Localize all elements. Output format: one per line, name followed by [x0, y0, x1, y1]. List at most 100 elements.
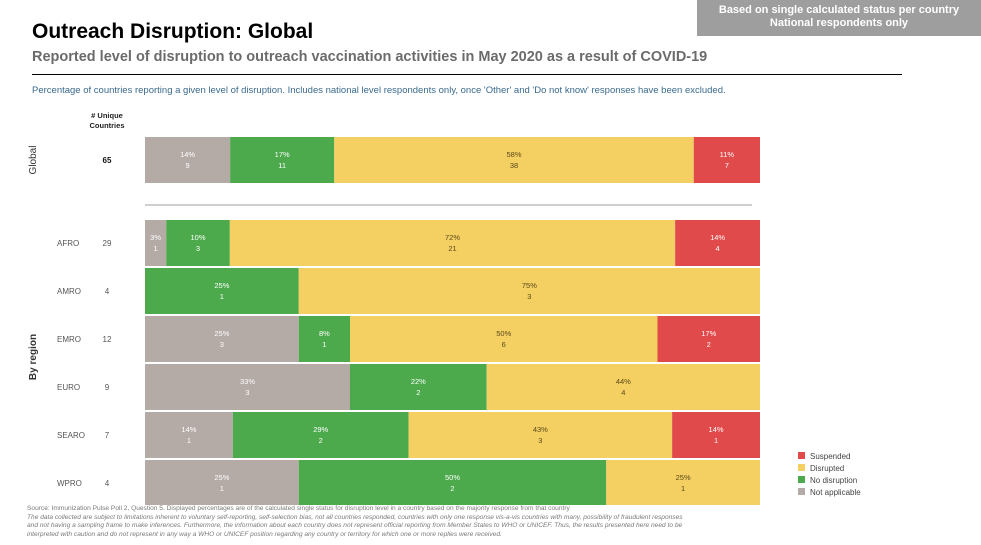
row-label-euro: EURO	[57, 383, 80, 392]
bar-emro-disrupted	[350, 316, 658, 362]
group-label-by-region: By region	[28, 334, 39, 380]
legend-label-suspended: Suspended	[810, 452, 850, 461]
footer-note-2: and not having a sampling frame to make …	[27, 522, 683, 530]
bar-global-no-disruption	[230, 137, 335, 183]
bar-searo-suspended	[672, 412, 760, 458]
legend-label-disrupted: Disrupted	[810, 464, 844, 473]
data-label-pct-wpro-not-applicable: 25%	[214, 473, 229, 482]
badge-line-2: National respondents only	[769, 17, 909, 29]
bar-searo-no-disruption	[232, 412, 409, 458]
data-label-pct-searo-not-applicable: 14%	[181, 425, 196, 434]
page-subtitle: Reported level of disruption to outreach…	[32, 49, 708, 65]
bar-euro-disrupted	[486, 364, 760, 410]
chart-description: Percentage of countries reporting a give…	[32, 85, 726, 96]
bar-amro-no-disruption	[145, 268, 299, 314]
data-label-pct-euro-disrupted: 44%	[616, 377, 631, 386]
bar-emro-not-applicable	[145, 316, 299, 362]
legend-label-not-applicable: Not applicable	[810, 488, 861, 497]
data-label-pct-euro-no-disruption: 22%	[411, 377, 426, 386]
data-label-pct-global-disrupted: 58%	[506, 150, 521, 159]
bar-emro-no-disruption	[298, 316, 350, 362]
bar-euro-no-disruption	[350, 364, 487, 410]
data-label-pct-afro-not-applicable: 3%	[150, 233, 161, 242]
bar-global-suspended	[693, 137, 760, 183]
bar-wpro-not-applicable	[145, 460, 299, 505]
data-label-count-euro-no-disruption: 2	[416, 388, 420, 397]
row-label-searo: SEARO	[57, 431, 85, 440]
data-label-count-euro-not-applicable: 3	[245, 388, 249, 397]
data-label-count-afro-suspended: 4	[716, 244, 720, 253]
data-label-count-searo-disrupted: 3	[538, 436, 542, 445]
data-label-count-amro-no-disruption: 1	[220, 292, 224, 301]
legend-swatch-suspended	[798, 452, 805, 459]
data-label-count-afro-not-applicable: 1	[154, 244, 158, 253]
bar-searo-disrupted	[408, 412, 673, 458]
country-count-emro: 12	[103, 335, 112, 344]
data-label-pct-emro-not-applicable: 25%	[214, 329, 229, 338]
legend-swatch-not-applicable	[798, 488, 805, 495]
row-label-emro: EMRO	[57, 335, 81, 344]
data-label-pct-emro-no-disruption: 8%	[319, 329, 330, 338]
data-label-pct-searo-disrupted: 43%	[533, 425, 548, 434]
country-count-afro: 29	[103, 239, 112, 248]
country-count-searo: 7	[105, 431, 110, 440]
country-count-wpro: 4	[105, 479, 110, 488]
data-label-count-emro-not-applicable: 3	[220, 340, 224, 349]
bar-global-disrupted	[334, 137, 694, 183]
row-label-afro: AFRO	[57, 239, 79, 248]
bar-global-not-applicable	[145, 137, 231, 183]
row-label-wpro: WPRO	[57, 479, 82, 488]
legend-swatch-disrupted	[798, 464, 805, 471]
data-label-pct-emro-disrupted: 50%	[496, 329, 511, 338]
data-label-pct-wpro-no-disruption: 50%	[445, 473, 460, 482]
bar-afro-disrupted	[229, 220, 676, 266]
bar-searo-not-applicable	[145, 412, 233, 458]
data-label-count-wpro-disrupted: 1	[681, 484, 685, 493]
legend-swatch-no-disruption	[798, 476, 805, 483]
footer-note-3: interpreted with caution and do not repr…	[27, 530, 502, 538]
data-label-count-global-disrupted: 38	[510, 161, 518, 170]
data-label-pct-searo-suspended: 14%	[709, 425, 724, 434]
row-label-amro: AMRO	[57, 287, 81, 296]
data-label-pct-amro-no-disruption: 25%	[214, 281, 229, 290]
footer-note-1: The data collected are subject to limita…	[27, 513, 683, 521]
page-title: Outreach Disruption: Global	[32, 20, 314, 43]
country-count-global: 65	[103, 156, 112, 165]
data-label-pct-euro-not-applicable: 33%	[240, 377, 255, 386]
footer-source: Source: Immunization Pulse Poll 2, Quest…	[27, 505, 570, 512]
bar-afro-not-applicable	[145, 220, 167, 266]
count-header-line1: # Unique	[91, 111, 123, 120]
data-label-count-searo-no-disruption: 2	[319, 436, 323, 445]
data-label-pct-afro-suspended: 14%	[710, 233, 725, 242]
data-label-count-searo-not-applicable: 1	[187, 436, 191, 445]
data-label-count-wpro-not-applicable: 1	[220, 484, 224, 493]
bar-wpro-disrupted	[606, 460, 760, 505]
title-divider	[32, 74, 902, 75]
data-label-count-global-not-applicable: 9	[185, 161, 189, 170]
badge-line-1: Based on single calculated status per co…	[718, 4, 960, 16]
country-count-amro: 4	[105, 287, 110, 296]
data-label-count-emro-disrupted: 6	[502, 340, 506, 349]
bar-euro-not-applicable	[145, 364, 350, 410]
data-label-pct-afro-disrupted: 72%	[445, 233, 460, 242]
data-label-count-global-no-disruption: 11	[278, 161, 286, 170]
data-label-count-wpro-no-disruption: 2	[450, 484, 454, 493]
data-label-pct-global-suspended: 11%	[720, 150, 735, 159]
data-label-count-global-suspended: 7	[725, 161, 729, 170]
group-label-global: Global	[28, 146, 39, 175]
data-label-count-emro-suspended: 2	[707, 340, 711, 349]
bar-afro-suspended	[675, 220, 760, 266]
data-label-count-euro-disrupted: 4	[621, 388, 625, 397]
data-label-pct-afro-no-disruption: 10%	[191, 233, 206, 242]
bar-afro-no-disruption	[166, 220, 230, 266]
data-label-count-searo-suspended: 1	[714, 436, 718, 445]
data-label-count-emro-no-disruption: 1	[322, 340, 326, 349]
count-header-line2: Countries	[89, 121, 124, 130]
data-label-pct-searo-no-disruption: 29%	[313, 425, 328, 434]
data-label-pct-emro-suspended: 17%	[701, 329, 716, 338]
data-label-pct-global-no-disruption: 17%	[275, 150, 290, 159]
data-label-count-afro-no-disruption: 3	[196, 244, 200, 253]
data-label-pct-amro-disrupted: 75%	[522, 281, 537, 290]
bar-emro-suspended	[657, 316, 760, 362]
